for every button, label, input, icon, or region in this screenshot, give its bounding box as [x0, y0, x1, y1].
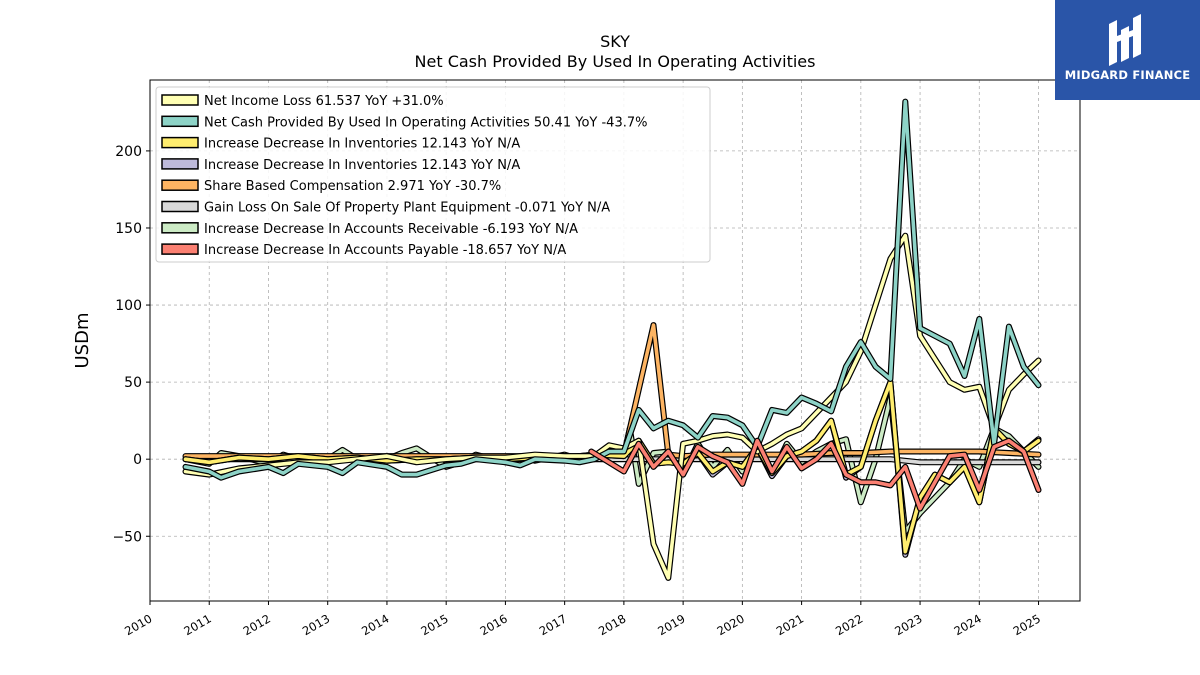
legend-swatch	[161, 115, 199, 128]
x-tick-label: 2025	[1011, 611, 1043, 638]
legend-label: Increase Decrease In Inventories 12.143 …	[204, 137, 520, 152]
legend-label: Share Based Compensation 2.971 YoY -30.7…	[204, 179, 501, 194]
y-tick-label: −50	[112, 529, 142, 545]
series-line	[183, 323, 1041, 458]
series-line	[589, 438, 1041, 511]
y-tick-label: 200	[115, 144, 142, 160]
legend-label: Gain Loss On Sale Of Property Plant Equi…	[204, 201, 610, 216]
legend-box	[155, 86, 711, 263]
legend-label: Increase Decrease In Accounts Receivable…	[204, 222, 578, 237]
legend-swatch	[161, 136, 199, 149]
x-tick-label: 2010	[122, 611, 154, 638]
x-tick-label: 2016	[478, 611, 510, 638]
legend-label: Increase Decrease In Accounts Payable -1…	[204, 243, 566, 258]
legend-label: Increase Decrease In Inventories 12.143 …	[204, 158, 520, 173]
brand-logo: MIDGARD FINANCE	[1055, 0, 1200, 100]
x-tick-label: 2023	[892, 611, 924, 638]
series-line	[183, 99, 1041, 480]
legend-swatch	[161, 94, 199, 106]
x-tick-label: 2022	[833, 611, 865, 638]
y-tick-label: 150	[115, 221, 142, 237]
x-tick-label: 2020	[714, 611, 746, 638]
legend-label: Net Income Loss 61.537 YoY +31.0%	[204, 94, 444, 109]
x-tick-label: 2021	[774, 611, 806, 638]
y-tick-label: 50	[124, 375, 142, 391]
x-tick-label: 2011	[181, 611, 213, 638]
midgard-logo-icon	[1109, 14, 1141, 66]
legend-swatch	[161, 179, 199, 191]
series-outline	[182, 322, 1042, 460]
legend-swatch	[161, 158, 199, 170]
plot-frame	[149, 79, 1081, 602]
x-tick-label: 2018	[596, 611, 628, 638]
series-line	[183, 233, 1041, 580]
x-tick-label: 2015	[418, 611, 450, 638]
x-tick-label: 2024	[951, 611, 983, 638]
x-tick-label: 2012	[241, 611, 273, 638]
legend-label: Net Cash Provided By Used In Operating A…	[204, 115, 647, 130]
x-tick-label: 2013	[300, 611, 332, 638]
y-axis-label: USDm	[72, 313, 93, 369]
chart-title: SKY	[600, 32, 630, 51]
legend-swatch	[161, 222, 199, 234]
y-tick-label: 100	[115, 298, 142, 314]
x-tick-label: 2019	[655, 611, 687, 638]
brand-name: MIDGARD FINANCE	[1064, 68, 1191, 82]
chart-subtitle: Net Cash Provided By Used In Operating A…	[414, 52, 816, 71]
legend-swatch	[161, 243, 199, 255]
y-tick-label: 0	[133, 452, 142, 468]
x-tick-label: 2014	[359, 611, 391, 638]
legend-swatch	[161, 200, 199, 213]
series-line	[183, 380, 1041, 554]
x-tick-label: 2017	[537, 611, 569, 638]
